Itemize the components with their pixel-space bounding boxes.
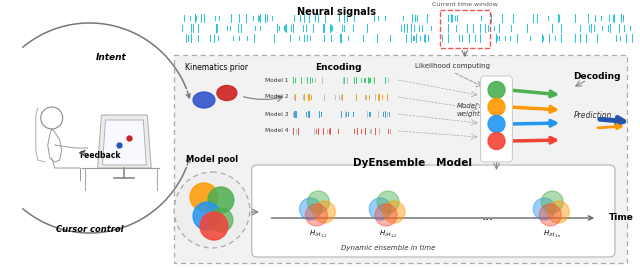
Polygon shape [97,115,151,168]
Circle shape [533,198,556,220]
Polygon shape [102,120,147,165]
Text: Model 2: Model 2 [265,95,289,99]
Circle shape [377,191,399,213]
Text: Model 1: Model 1 [265,77,289,83]
Text: Likelihood computing: Likelihood computing [415,63,490,69]
Text: Dynamic ensemble in time: Dynamic ensemble in time [341,245,435,251]
Circle shape [209,208,233,232]
Text: $H_{\mathcal{M}_{1,n}}$: $H_{\mathcal{M}_{1,n}}$ [543,228,562,239]
Circle shape [541,191,563,213]
Ellipse shape [217,85,237,100]
Circle shape [547,201,569,223]
Bar [440,10,490,48]
Circle shape [488,116,505,132]
Circle shape [369,198,391,220]
Text: Current time window: Current time window [432,2,498,7]
Circle shape [208,187,234,213]
Text: $H_{\mathcal{M}_{1,1}}$: $H_{\mathcal{M}_{1,1}}$ [309,228,328,239]
Text: Model 3: Model 3 [265,111,289,117]
FancyBboxPatch shape [252,165,615,257]
Circle shape [174,172,250,248]
Bar [174,55,627,263]
Text: Model 4: Model 4 [265,128,289,133]
Circle shape [300,198,321,220]
Circle shape [488,81,505,99]
Circle shape [383,201,405,223]
Text: Encoding: Encoding [315,63,362,72]
Text: Kinematics prior: Kinematics prior [186,63,248,72]
Text: Time: Time [609,214,634,222]
Text: DyEnsemble   Model: DyEnsemble Model [353,158,472,168]
Text: Cursor control: Cursor control [56,225,124,234]
Circle shape [540,204,561,226]
Circle shape [305,204,328,226]
Text: Neural signals: Neural signals [297,7,376,17]
Ellipse shape [193,92,215,108]
Circle shape [190,183,218,211]
Text: $H_{\mathcal{M}_{1,2}}$: $H_{\mathcal{M}_{1,2}}$ [379,228,397,239]
FancyBboxPatch shape [481,76,513,162]
Text: Intent: Intent [96,54,127,62]
Text: Prediction: Prediction [574,110,612,120]
Text: Decoding: Decoding [573,72,621,81]
Circle shape [307,191,330,213]
Circle shape [314,201,335,223]
Text: Model pool: Model pool [186,155,238,164]
Circle shape [488,99,505,116]
Text: Model's
weights: Model's weights [456,103,483,117]
Circle shape [200,212,228,240]
Circle shape [488,132,505,150]
Circle shape [375,204,397,226]
Text: ...: ... [481,210,493,222]
Text: Feedback: Feedback [79,151,120,159]
Circle shape [193,202,221,230]
